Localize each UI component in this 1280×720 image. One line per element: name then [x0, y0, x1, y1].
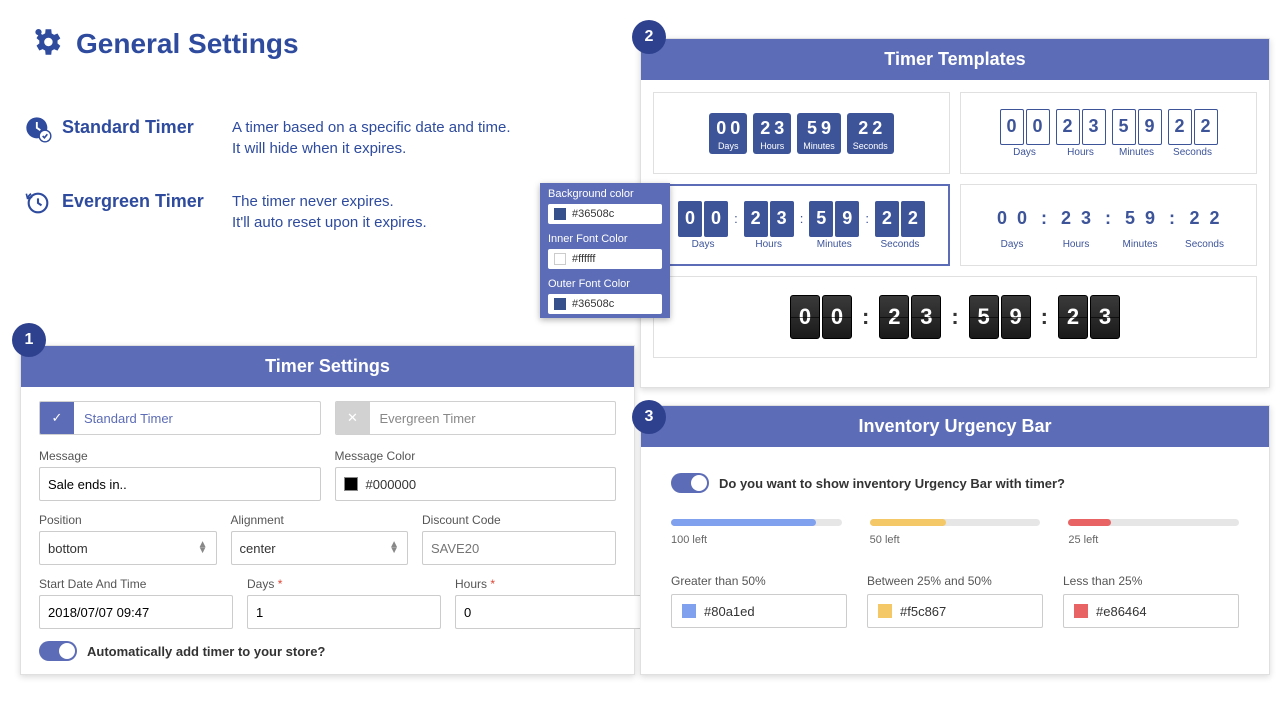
- badge-2: 2: [632, 20, 666, 54]
- color-swatch-icon: [344, 477, 358, 491]
- template-c[interactable]: 00Days : 23Hours : 59Minutes : 22Seconds: [653, 184, 950, 266]
- threshold-gt50-field[interactable]: #80a1ed: [671, 594, 847, 628]
- bg-color-label: Background color: [540, 183, 670, 202]
- template-d[interactable]: 00Days : 23Hours : 59Minutes : 22Seconds: [960, 184, 1257, 266]
- bg-swatch: [554, 208, 566, 220]
- badge-3: 3: [632, 400, 666, 434]
- auto-add-label: Automatically add timer to your store?: [87, 644, 325, 659]
- threshold-25-50: Between 25% and 50% #f5c867: [867, 574, 1043, 628]
- tab-standard-timer[interactable]: ✓ Standard Timer: [39, 401, 321, 435]
- message-color-label: Message Color: [335, 449, 617, 463]
- discount-label: Discount Code: [422, 513, 616, 527]
- outer-color-label: Outer Font Color: [540, 273, 670, 292]
- check-icon: ✓: [40, 402, 74, 434]
- inner-swatch: [554, 253, 566, 265]
- outer-swatch: [554, 298, 566, 310]
- position-select[interactable]: bottom▲▼: [39, 531, 217, 565]
- timer-settings-panel: Timer Settings ✓ Standard Timer ✕ Evergr…: [20, 345, 635, 675]
- position-label: Position: [39, 513, 217, 527]
- gears-icon: [30, 25, 64, 62]
- badge-1: 1: [12, 323, 46, 357]
- color-settings-popup: Background color #36508c Inner Font Colo…: [540, 183, 670, 318]
- page-title: General Settings: [76, 28, 299, 60]
- threshold-25-50-field[interactable]: #f5c867: [867, 594, 1043, 628]
- standard-timer-name: Standard Timer: [62, 115, 222, 138]
- bg-color-field[interactable]: #36508c: [548, 204, 662, 224]
- swatch-icon: [682, 604, 696, 618]
- timer-settings-title: Timer Settings: [21, 346, 634, 387]
- timer-templates-title: Timer Templates: [641, 39, 1269, 80]
- message-color-field[interactable]: #000000: [335, 467, 617, 501]
- alignment-select[interactable]: center▲▼: [231, 531, 409, 565]
- template-e[interactable]: 00 : 23 : 59 : 23: [653, 276, 1257, 358]
- inner-color-field[interactable]: #ffffff: [548, 249, 662, 269]
- inner-color-label: Inner Font Color: [540, 228, 670, 247]
- timer-templates-panel: Timer Templates 00Days 23Hours 59Minutes…: [640, 38, 1270, 388]
- hours-input[interactable]: [455, 595, 649, 629]
- bar-50: 50 left: [870, 519, 1041, 546]
- timer-types-block: Standard Timer A timer based on a specif…: [24, 115, 584, 263]
- urgency-toggle[interactable]: [671, 473, 709, 493]
- standard-timer-desc: A timer based on a specific date and tim…: [232, 115, 511, 159]
- threshold-lt25: Less than 25% #e86464: [1063, 574, 1239, 628]
- swatch-icon: [1074, 604, 1088, 618]
- template-b[interactable]: 00Days 23Hours 59Minutes 22Seconds: [960, 92, 1257, 174]
- start-label: Start Date And Time: [39, 577, 233, 591]
- days-label: Days *: [247, 577, 441, 591]
- page-title-row: General Settings: [30, 25, 299, 62]
- message-label: Message: [39, 449, 321, 463]
- inventory-urgency-panel: Inventory Urgency Bar Do you want to sho…: [640, 405, 1270, 675]
- bar-25: 25 left: [1068, 519, 1239, 546]
- bar-100: 100 left: [671, 519, 842, 546]
- auto-add-toggle[interactable]: [39, 641, 77, 661]
- template-a[interactable]: 00Days 23Hours 59Minutes 22Seconds: [653, 92, 950, 174]
- hours-label: Hours *: [455, 577, 649, 591]
- clock-loop-icon: [24, 189, 52, 217]
- threshold-lt25-field[interactable]: #e86464: [1063, 594, 1239, 628]
- tab-evergreen-timer[interactable]: ✕ Evergreen Timer: [335, 401, 617, 435]
- threshold-gt50: Greater than 50% #80a1ed: [671, 574, 847, 628]
- swatch-icon: [878, 604, 892, 618]
- clock-check-icon: [24, 115, 52, 143]
- urgency-toggle-label: Do you want to show inventory Urgency Ba…: [719, 476, 1065, 491]
- evergreen-timer-desc: The timer never expires. It'll auto rese…: [232, 189, 427, 233]
- discount-input[interactable]: [422, 531, 616, 565]
- alignment-label: Alignment: [231, 513, 409, 527]
- close-icon: ✕: [336, 402, 370, 434]
- message-input[interactable]: [39, 467, 321, 501]
- outer-color-field[interactable]: #36508c: [548, 294, 662, 314]
- standard-timer-row: Standard Timer A timer based on a specif…: [24, 115, 584, 159]
- select-arrows-icon: ▲▼: [198, 542, 208, 554]
- inventory-urgency-title: Inventory Urgency Bar: [641, 406, 1269, 447]
- select-arrows-icon: ▲▼: [389, 542, 399, 554]
- days-input[interactable]: [247, 595, 441, 629]
- evergreen-timer-row: Evergreen Timer The timer never expires.…: [24, 189, 584, 233]
- start-input[interactable]: [39, 595, 233, 629]
- evergreen-timer-name: Evergreen Timer: [62, 189, 222, 212]
